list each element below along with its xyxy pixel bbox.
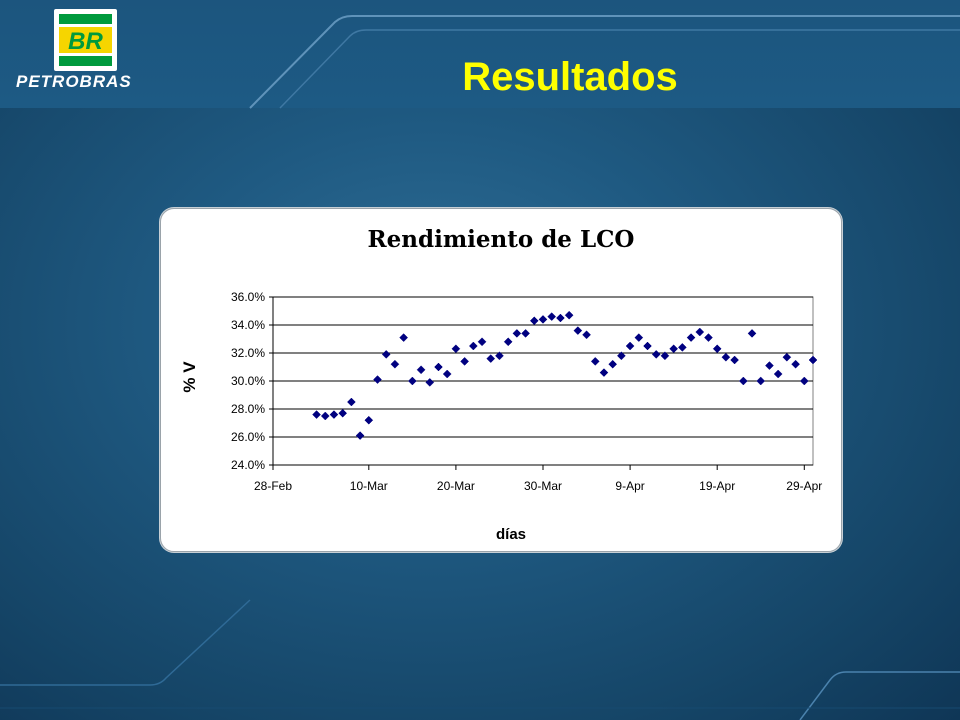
data-point [660, 351, 670, 361]
slide-title: Resultados [462, 55, 678, 99]
data-point [721, 352, 731, 362]
data-point [564, 310, 574, 320]
br-logo-icon: BR [59, 14, 112, 66]
data-point [486, 354, 496, 363]
data-point [730, 355, 739, 365]
data-point [468, 341, 478, 351]
data-point [782, 352, 792, 362]
data-point [608, 359, 618, 369]
data-point [773, 369, 783, 379]
header-band [0, 0, 960, 108]
data-point [590, 357, 600, 366]
data-point [756, 376, 766, 386]
x-tick-label: 20-Mar [437, 479, 475, 493]
data-point [651, 350, 661, 359]
y-tick-label: 26.0% [231, 430, 265, 444]
y-tick-label: 32.0% [231, 346, 265, 360]
y-tick-label: 28.0% [231, 402, 265, 416]
data-point [799, 376, 809, 386]
y-axis-label: % V [180, 361, 199, 393]
chart-card: Rendimiento de LCO 24.0% 26.0% 28.0% 30.0% 3… [160, 208, 842, 552]
data-point [442, 369, 452, 379]
data-point [617, 351, 626, 361]
data-point [669, 344, 678, 354]
data-point [791, 359, 800, 369]
y-tick-label: 36.0% [231, 290, 265, 304]
data-point [451, 344, 461, 354]
petrobras-wordmark: PETROBRAS [16, 72, 132, 91]
data-point [503, 337, 513, 347]
x-tick-label: 30-Mar [524, 479, 562, 493]
y-tick-label: 30.0% [231, 374, 265, 388]
data-point [373, 375, 382, 384]
data-point [390, 359, 400, 369]
data-point [460, 357, 469, 366]
chart-canvas: Rendimiento de LCO 24.0% 26.0% 28.0% 30.0% 3… [180, 226, 822, 543]
x-tick-label: 28-Feb [254, 479, 292, 493]
data-point [338, 408, 348, 418]
data-point [765, 361, 774, 370]
data-point [529, 316, 539, 326]
data-point [738, 376, 748, 386]
data-point [425, 378, 435, 387]
data-point [625, 341, 635, 351]
data-point [512, 329, 522, 338]
data-point [678, 343, 687, 352]
data-point [556, 313, 565, 323]
chart-title: Rendimiento de LCO [368, 226, 635, 253]
data-point [312, 410, 321, 419]
x-tick-label: 10-Mar [350, 479, 388, 493]
y-tick-label: 24.0% [231, 458, 265, 472]
data-point [686, 333, 696, 342]
data-point [381, 350, 391, 359]
x-tick-label: 29-Apr [786, 479, 822, 493]
data-point [477, 337, 487, 347]
data-point [573, 326, 583, 335]
data-point [695, 327, 705, 337]
data-point [355, 431, 365, 440]
logo-badge-text: BR [68, 28, 103, 55]
data-point [808, 355, 818, 365]
x-tick-label: 9-Apr [615, 479, 644, 493]
data-point [416, 365, 426, 375]
data-point [320, 411, 330, 421]
data-point [547, 312, 557, 321]
x-axis-label: días [496, 526, 526, 543]
data-point [747, 329, 757, 338]
data-point [434, 362, 443, 372]
data-point [599, 368, 609, 377]
data-point [408, 376, 417, 386]
data-point [712, 344, 722, 354]
data-point [364, 415, 374, 425]
data-point [347, 397, 356, 407]
data-point [643, 341, 652, 351]
data-point [521, 329, 530, 338]
y-tick-label: 34.0% [231, 318, 265, 332]
data-point [329, 410, 339, 419]
data-point [634, 333, 644, 342]
data-point [582, 330, 591, 340]
x-tick-label: 19-Apr [699, 479, 735, 493]
data-point [538, 315, 548, 324]
data-point [704, 333, 713, 342]
data-point [495, 351, 504, 361]
data-point [399, 333, 408, 342]
petrobras-logo-badge: BR [54, 9, 117, 71]
